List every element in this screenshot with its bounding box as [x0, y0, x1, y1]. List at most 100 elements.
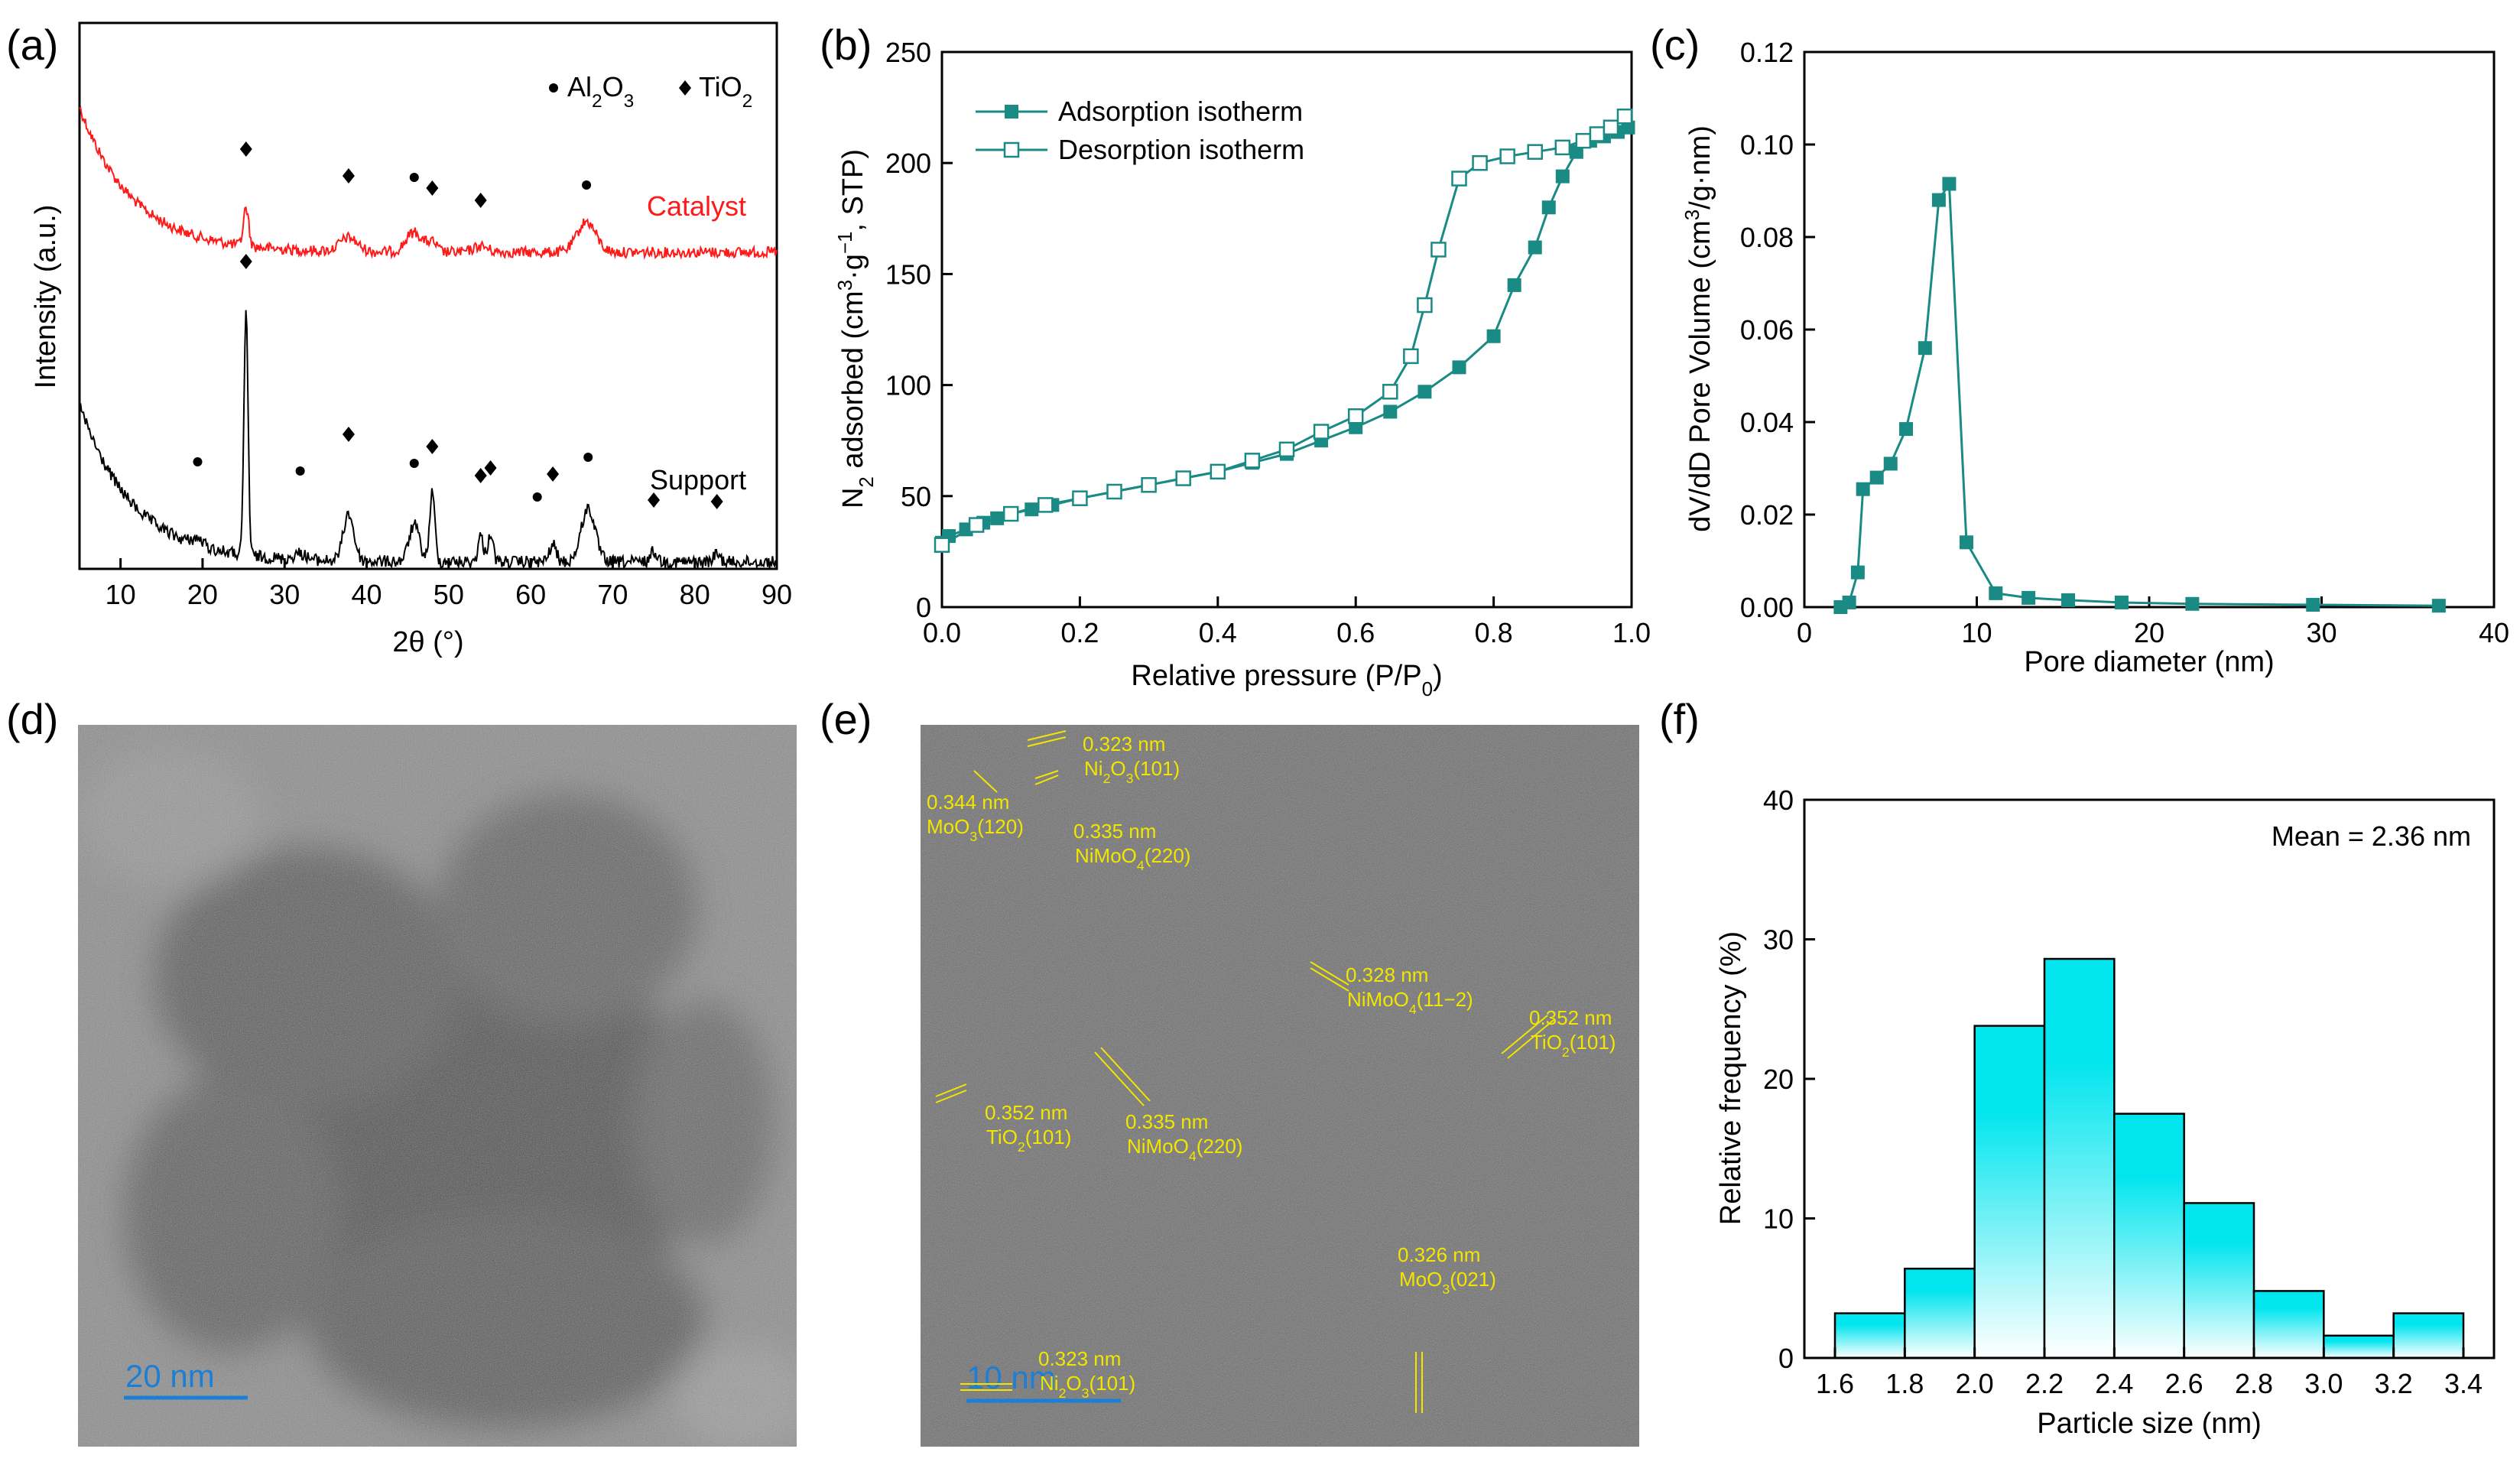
x-tick-label-a: 20 [187, 579, 218, 610]
x-tick-label-c: 0 [1797, 617, 1812, 648]
lattice-fringe-marker [1100, 1047, 1151, 1102]
desorption-point [1499, 148, 1515, 164]
pore-point [2306, 597, 2320, 612]
lattice-fringe-marker [1034, 775, 1059, 785]
chart-b-isotherm: 0.0 0.2 0.4 0.6 0.8 1.0 0 50 100 150 200 250 Relativ… [835, 37, 1651, 700]
tio2-marker [484, 460, 497, 476]
desorption-point [968, 517, 985, 533]
tio2-marker [239, 254, 252, 269]
tio2-marker [342, 427, 355, 442]
y-tick-label-f: 10 [1763, 1204, 1794, 1235]
al2o3-marker [532, 492, 542, 502]
y-tick-label-b: 200 [885, 148, 931, 179]
x-tick-label-a: 80 [680, 579, 710, 610]
lattice-spacing-label: 0.335 nm [1073, 820, 1156, 843]
desorption-point [1210, 463, 1226, 480]
lattice-fringe-marker [935, 1090, 967, 1103]
lattice-spacing-label: 0.326 nm [1398, 1243, 1480, 1266]
desorption-point [1038, 497, 1054, 513]
x-tick-label-f: 2.4 [2095, 1368, 2133, 1399]
plot-frame-a [78, 21, 778, 570]
tem-image-d: 20 nm [78, 725, 797, 1447]
al2o3-marker [409, 459, 419, 468]
desorption-point [1554, 139, 1571, 156]
histogram-bar [1904, 1267, 1976, 1359]
pore-point [2022, 590, 2036, 605]
al2o3-marker [583, 453, 593, 462]
desorption-point [1589, 126, 1606, 142]
x-tick-label-f: 2.8 [2235, 1368, 2273, 1399]
lattice-plane-label: MoO3(120) [927, 815, 1024, 844]
lattice-spacing-label: 0.323 nm [1083, 732, 1165, 755]
tio2-marker [710, 494, 723, 509]
adsorption-point [1383, 404, 1398, 419]
lattice-fringe-marker [1027, 736, 1067, 747]
x-tick-label-a: 40 [352, 579, 382, 610]
pore-point [1899, 422, 1914, 437]
al2o3-marker [193, 457, 203, 466]
pore-point [1869, 470, 1884, 485]
y-tick-label-b: 250 [885, 37, 931, 68]
x-tick-label-a: 90 [762, 579, 792, 610]
series-line-desorption [941, 115, 1625, 546]
desorption-point [1347, 408, 1364, 424]
series-label-catalyst: Catalyst [647, 190, 746, 222]
desorption-point [1382, 384, 1398, 400]
y-tick-label-c: 0.02 [1740, 499, 1794, 531]
legend-al2o3-marker [549, 83, 558, 93]
x-axis-label-a: 2θ (°) [392, 626, 463, 658]
x-tick-label-c: 40 [2479, 617, 2509, 648]
pore-point [1856, 482, 1870, 496]
x-axis-label-b: Relative pressure (P/P0) [1131, 660, 1442, 700]
desorption-point [1072, 490, 1088, 506]
desorption-point [1616, 108, 1633, 125]
tio2-marker [426, 180, 439, 196]
x-tick-label-b: 0.0 [923, 617, 961, 648]
x-tick-label-b: 1.0 [1612, 617, 1651, 648]
legend-tio2-marker [679, 80, 691, 96]
desorption-point [1451, 171, 1467, 187]
histogram-bar [2252, 1290, 2325, 1359]
legend-desorption-label: Desorption isotherm [1058, 134, 1304, 165]
plot-frame-b [940, 50, 1633, 609]
pore-point [2061, 593, 2076, 607]
adsorption-point [1541, 200, 1556, 215]
legend-desorption-marker [1003, 141, 1020, 158]
y-tick-label-f: 30 [1763, 924, 1794, 956]
chart-c-pore-distribution: 0 10 20 30 40 0.00 0.02 0.04 0.06 0.08 0.10 0.12 Por… [1682, 37, 2509, 678]
desorption-point [934, 537, 950, 553]
al2o3-marker [295, 466, 305, 476]
panel-label-a: (a) [6, 21, 58, 69]
desorption-point [1417, 297, 1433, 313]
x-tick-label-a: 10 [106, 579, 136, 610]
desorption-point [1002, 505, 1019, 522]
y-axis-label-a: Intensity (a.u.) [30, 205, 62, 389]
y-tick-label-c: 0.10 [1740, 129, 1794, 161]
desorption-point [1527, 144, 1543, 160]
y-axis-label-c: dV/dD Pore Volume (cm3/g·nm) [1682, 125, 1716, 532]
scalebar-label-d: 20 nm [125, 1358, 215, 1394]
mean-annotation: Mean = 2.36 nm [2272, 820, 2471, 852]
x-tick-label-c: 20 [2134, 617, 2164, 648]
tio2-marker [239, 141, 252, 157]
lattice-fringe-marker [1501, 1015, 1548, 1054]
series-line-pore [1840, 180, 2439, 609]
lattice-fringe-marker [935, 1083, 967, 1097]
x-tick-label-f: 3.2 [2375, 1368, 2413, 1399]
legend-al2o3-label: Al2O3 [567, 71, 634, 112]
tio2-marker [547, 466, 560, 482]
lattice-spacing-label: 0.328 nm [1346, 963, 1428, 986]
plot-frame-c [1803, 50, 2496, 609]
lattice-plane-label: NiMoO4(220) [1127, 1135, 1242, 1164]
x-tick-label-a: 60 [515, 579, 546, 610]
y-axis-label-f: Relative frequency (%) [1715, 931, 1747, 1225]
tio2-marker [648, 492, 661, 508]
desorption-point [1575, 132, 1592, 149]
lattice-fringe-marker [1027, 730, 1067, 741]
al2o3-marker [409, 173, 419, 182]
tio2-marker [426, 439, 439, 454]
panel-label-e: (e) [820, 695, 872, 743]
